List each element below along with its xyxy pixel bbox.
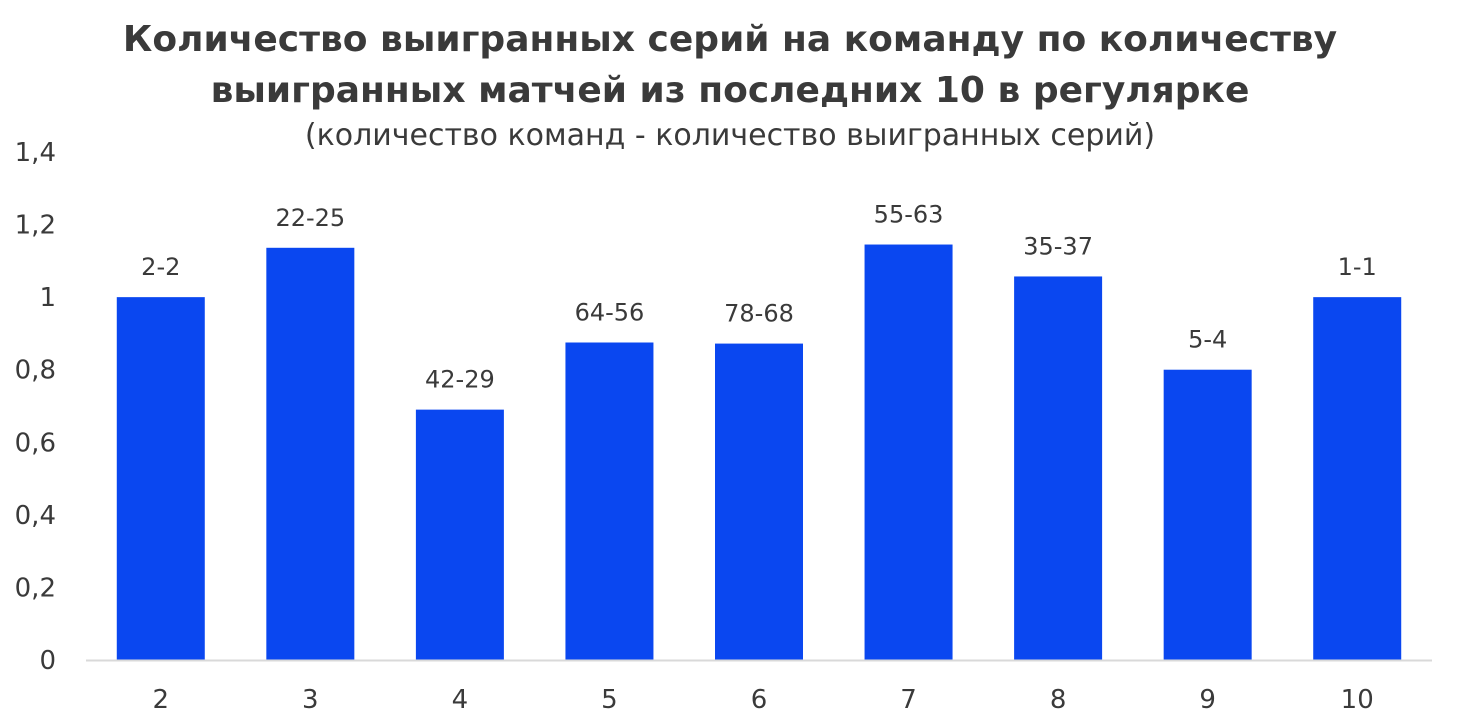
x-tick-label: 7 (900, 685, 917, 715)
bar (1163, 369, 1252, 660)
x-tick-label: 2 (153, 685, 170, 715)
y-tick-label: 1,2 (15, 211, 56, 241)
x-tick-label: 3 (302, 685, 319, 715)
x-tick-label: 4 (452, 685, 469, 715)
y-tick-label: 1 (39, 283, 56, 313)
y-tick-label: 0,8 (15, 356, 56, 386)
data-label: 42-29 (425, 366, 495, 394)
y-tick-label: 0,6 (15, 428, 56, 458)
data-label: 2-2 (141, 253, 180, 281)
chart-title-line-1: Количество выигранных серий на команду п… (122, 19, 1338, 60)
x-tick-label: 10 (1341, 685, 1374, 715)
data-label: 35-37 (1023, 232, 1093, 260)
data-labels-group: 2-2 22-25 42-29 64-56 78-68 55-63 35-37 5-4 1-1 (141, 201, 1377, 394)
bar (116, 297, 205, 660)
y-tick-label: 1,4 (15, 138, 56, 168)
chart-title-line-2: выигранных матчей из последних 10 в регу… (210, 70, 1250, 111)
y-tick-label: 0,2 (15, 573, 56, 603)
y-tick-label: 0 (39, 646, 56, 676)
x-axis: 2 3 4 5 6 7 8 9 10 (153, 685, 1374, 715)
bar (415, 409, 504, 660)
bar (715, 343, 803, 660)
data-label: 78-68 (724, 300, 794, 328)
data-label: 64-56 (575, 299, 645, 327)
data-label: 22-25 (275, 204, 345, 232)
bars-group (116, 244, 1402, 660)
y-tick-label: 0,4 (15, 501, 56, 531)
x-tick-label: 9 (1199, 685, 1216, 715)
x-tick-label: 6 (751, 685, 768, 715)
bar (1014, 276, 1103, 660)
data-label: 1-1 (1338, 253, 1377, 281)
bar (864, 244, 953, 660)
y-axis: 0 0,2 0,4 0,6 0,8 1 1,2 1,4 (15, 138, 56, 676)
bar (266, 247, 355, 660)
bar (1313, 297, 1402, 660)
x-tick-label: 5 (601, 685, 618, 715)
x-tick-label: 8 (1050, 685, 1067, 715)
chart-subtitle: (количество команд - количество выигранн… (304, 118, 1156, 153)
data-label: 5-4 (1188, 326, 1227, 354)
data-label: 55-63 (874, 201, 944, 229)
bar (565, 342, 654, 660)
